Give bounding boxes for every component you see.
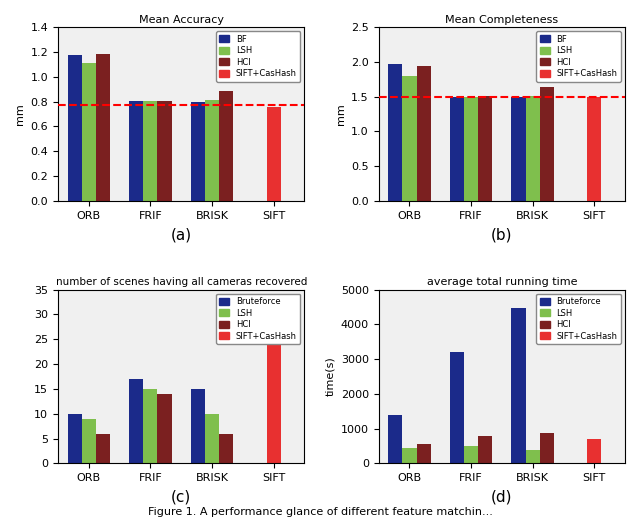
Title: number of scenes having all cameras recovered: number of scenes having all cameras reco… [56,277,307,288]
Legend: BF, LSH, HCI, SIFT+CasHash: BF, LSH, HCI, SIFT+CasHash [536,31,621,82]
Bar [266,107,281,201]
Bar [143,389,157,463]
Y-axis label: time(s): time(s) [325,357,335,396]
Bar [157,101,172,201]
X-axis label: (b): (b) [491,228,513,243]
Bar [219,434,233,463]
Y-axis label: mm: mm [15,103,25,125]
Bar [540,87,554,201]
Bar [82,419,96,463]
Bar [129,101,143,201]
Bar [511,97,525,201]
Bar [478,96,492,201]
Bar [157,394,172,463]
Bar [205,100,219,201]
Bar [191,389,205,463]
Bar [388,63,403,201]
X-axis label: (d): (d) [491,490,513,505]
Bar [511,308,525,463]
Bar [143,101,157,201]
Bar [540,434,554,463]
Bar [205,414,219,463]
Y-axis label: mm: mm [335,103,346,125]
Bar [96,434,110,463]
X-axis label: (c): (c) [171,490,191,505]
Bar [68,55,82,201]
Bar [82,62,96,201]
Bar [68,414,82,463]
Bar [417,66,431,201]
Legend: BF, LSH, HCI, SIFT+CasHash: BF, LSH, HCI, SIFT+CasHash [216,31,300,82]
Bar [129,379,143,463]
Bar [219,91,233,201]
Text: Figure 1. A performance glance of different feature matchin...: Figure 1. A performance glance of differ… [148,507,492,517]
Bar [450,97,464,201]
Bar [96,54,110,201]
Bar [478,436,492,463]
Bar [388,415,403,463]
Bar [266,294,281,463]
Bar [464,446,478,463]
Bar [403,76,417,201]
Bar [417,444,431,463]
Bar [450,352,464,463]
Bar [587,439,602,463]
Bar [525,450,540,463]
Bar [525,96,540,201]
Legend: Bruteforce, LSH, HCI, SIFT+CasHash: Bruteforce, LSH, HCI, SIFT+CasHash [216,294,300,344]
Title: Mean Accuracy: Mean Accuracy [139,15,224,25]
Title: average total running time: average total running time [427,277,577,288]
Bar [191,101,205,201]
Bar [464,97,478,201]
X-axis label: (a): (a) [171,228,192,243]
Bar [403,448,417,463]
Legend: Bruteforce, LSH, HCI, SIFT+CasHash: Bruteforce, LSH, HCI, SIFT+CasHash [536,294,621,344]
Bar [587,97,602,201]
Title: Mean Completeness: Mean Completeness [445,15,558,25]
